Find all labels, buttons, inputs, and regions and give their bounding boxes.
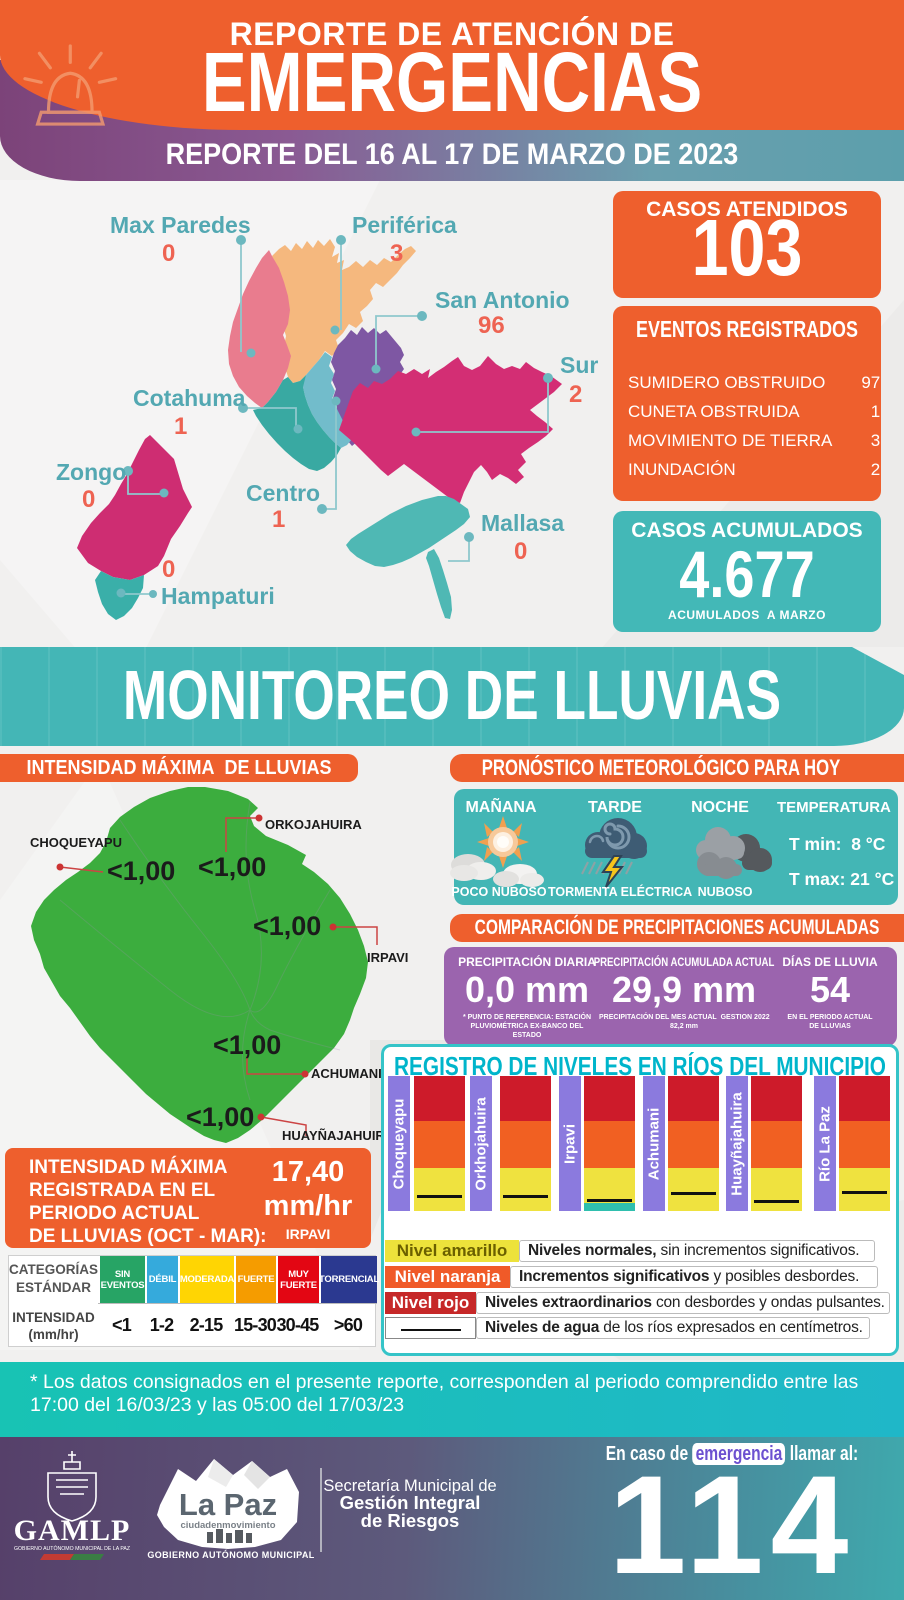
svg-text:GOBIERNO AUTÓNOMO MUNICIPAL DE: GOBIERNO AUTÓNOMO MUNICIPAL DE LA PAZ [14,1545,130,1552]
svg-text:Gestión Integral: Gestión Integral [340,1492,481,1513]
svg-text:GOBIERNO AUTÓNOMO MUNICIPAL: GOBIERNO AUTÓNOMO MUNICIPAL [147,1549,314,1560]
svg-text:GAMLP: GAMLP [14,1514,131,1547]
svg-text:de Riesgos: de Riesgos [361,1510,460,1531]
svg-text:La Paz: La Paz [179,1487,277,1522]
svg-text:Secretaría Municipal de: Secretaría Municipal de [323,1477,496,1495]
svg-text:ciudadenmovimiento: ciudadenmovimiento [180,1520,275,1531]
